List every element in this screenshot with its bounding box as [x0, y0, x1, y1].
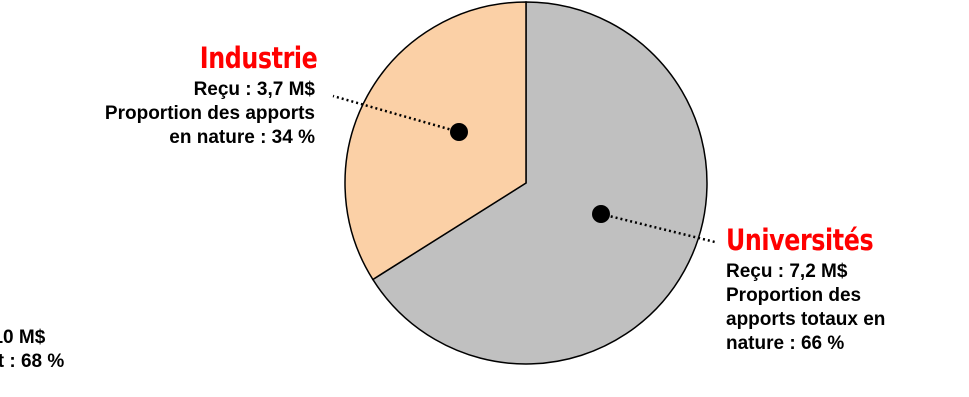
industrie-proportion-line1: Proportion des apports — [104, 103, 315, 124]
industrie-received: Reçu : 3,7 M$ — [193, 79, 315, 100]
cropped-callout: u : 10 M$ dget : 68 % — [0, 326, 64, 374]
cropped-callout-line1: u : 10 M$ — [0, 327, 46, 348]
universites-proportion-line1: Proportion des — [726, 285, 862, 306]
pie-slice-industrie — [344, 1, 527, 281]
industrie-leader-line — [332, 94, 460, 134]
industrie-marker-dot — [450, 123, 468, 141]
universites-received: Reçu : 7,2 M$ — [726, 261, 848, 282]
industrie-title: Industrie — [199, 41, 317, 75]
pie-slice-universites — [371, 1, 708, 365]
universites-details: Reçu : 7,2 M$ Proportion des apports tot… — [726, 260, 885, 356]
pie-slices — [344, 1, 708, 365]
leader-lines — [332, 94, 716, 244]
industrie-details: Reçu : 3,7 M$ Proportion des apports en … — [105, 78, 315, 150]
universites-marker-dot — [592, 205, 610, 223]
universites-proportion-line3: nature : 66 % — [726, 333, 845, 354]
universites-proportion-line2: apports totaux en — [726, 309, 886, 330]
industrie-proportion-line2: en nature : 34 % — [169, 127, 315, 148]
cropped-callout-line2: dget : 68 % — [0, 351, 65, 372]
universites-title: Universités — [726, 223, 874, 257]
